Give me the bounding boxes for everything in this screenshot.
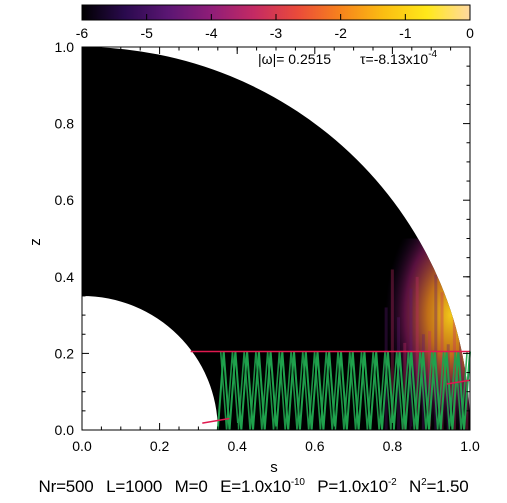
caption-n: N2=1.50 — [408, 477, 469, 496]
colorbar-ticks: -6 -5 -4 -3 -2 -1 0 — [76, 14, 474, 41]
wave-stripe — [440, 292, 444, 430]
caption-l: L=1000 — [106, 477, 163, 496]
colorbar-tick-label: -6 — [76, 25, 89, 41]
x-axis-label: s — [270, 459, 278, 476]
x-tick-label: 0.2 — [150, 438, 170, 454]
y-axis-ticks: 0.0 0.2 0.4 0.6 0.8 1.0 — [55, 39, 470, 438]
wave-stripe — [459, 269, 463, 430]
caption-nr: Nr=500 — [38, 477, 94, 496]
colorbar-tick-label: -3 — [270, 25, 283, 41]
x-tick-label: 0.6 — [305, 438, 325, 454]
run-parameters-caption: Nr=500 L=1000 M=0 E=1.0x10-10 P=1.0x10-2… — [0, 473, 507, 501]
tau-exponent: -4 — [428, 49, 437, 60]
y-tick-label: 0.6 — [55, 192, 75, 208]
colorbar-tick-label: -4 — [205, 25, 218, 41]
colorbar-tick-label: -1 — [399, 25, 412, 41]
caption-e-base: E=1.0x10 — [220, 477, 291, 496]
y-tick-label: 0.0 — [55, 422, 75, 438]
plot-area: 0.0 0.2 0.4 0.6 0.8 1.0 0.0 0.2 0.4 0.6 0.8 1.0 — [55, 39, 480, 454]
caption-p: P=1.0x10-2 — [317, 477, 396, 496]
caption-n-val: =1.50 — [426, 477, 469, 496]
y-tick-label: 0.8 — [55, 116, 75, 132]
y-tick-label: 1.0 — [55, 39, 75, 55]
colorbar: -6 -5 -4 -3 -2 -1 0 — [76, 4, 474, 41]
wave-stripe — [403, 342, 407, 430]
wave-stripe — [415, 276, 419, 430]
tau-base: τ=-8.13x10 — [360, 51, 428, 67]
caption-e: E=1.0x10-10 — [220, 477, 305, 496]
ray-path-primary — [216, 351, 471, 431]
x-tick-label: 0.0 — [72, 438, 92, 454]
caption-p-exp: -2 — [387, 477, 397, 488]
x-axis-ticks: 0.0 0.2 0.4 0.6 0.8 1.0 — [72, 47, 480, 454]
omega-annotation: |ω|= 0.2515 — [258, 51, 331, 67]
y-tick-label: 0.4 — [55, 269, 75, 285]
x-tick-label: 0.4 — [227, 438, 247, 454]
caption-p-base: P=1.0x10 — [317, 477, 388, 496]
colorbar-tick-label: -2 — [334, 25, 347, 41]
wave-stripe — [390, 269, 394, 430]
caption-n-exp: 2 — [421, 477, 427, 488]
x-tick-label: 0.8 — [383, 438, 403, 454]
caption-n-base: N — [408, 477, 422, 496]
y-axis-label: z — [27, 238, 44, 246]
short-red-segment-left — [202, 417, 230, 424]
x-tick-label: 1.0 — [460, 438, 480, 454]
parameter-annotations: |ω|= 0.2515 τ=-8.13x10-4 — [258, 49, 438, 67]
colorbar-tick-label: 0 — [466, 25, 474, 41]
y-tick-label: 0.2 — [55, 345, 75, 361]
wave-stripe — [421, 334, 425, 430]
caption-m: M=0 — [174, 477, 208, 496]
colorbar-tick-label: -5 — [140, 25, 153, 41]
caption-e-exp: -10 — [290, 477, 305, 488]
tau-annotation: τ=-8.13x10-4 — [360, 49, 438, 67]
short-red-segment-right — [446, 379, 471, 385]
